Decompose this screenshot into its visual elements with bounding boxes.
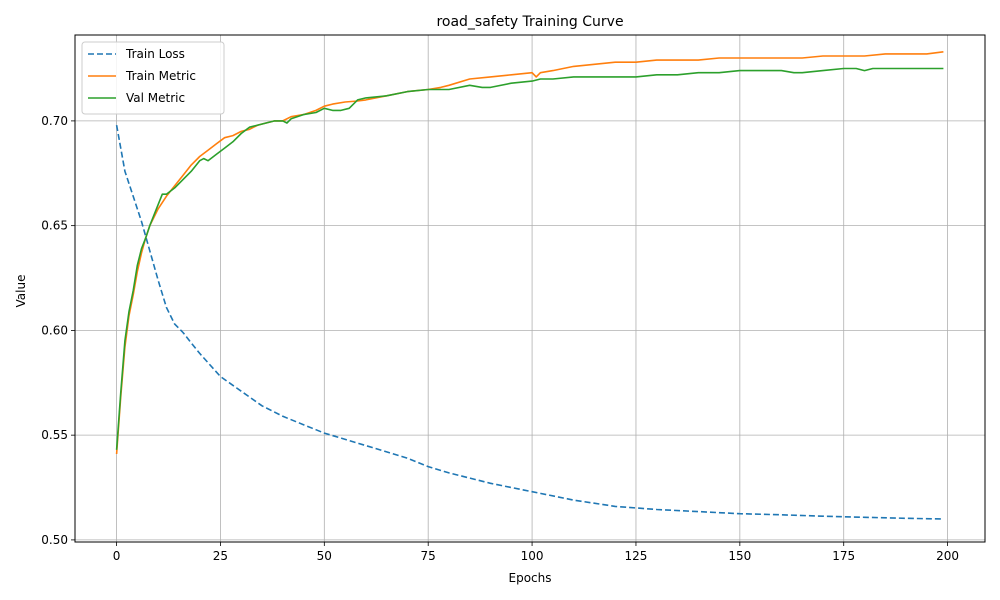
chart-title: road_safety Training Curve xyxy=(436,14,623,30)
legend-label: Val Metric xyxy=(126,91,185,105)
y-axis-label: Value xyxy=(14,275,28,308)
grid xyxy=(75,35,985,542)
x-tick-label: 0 xyxy=(113,549,121,563)
y-tick-label: 0.50 xyxy=(41,533,68,547)
x-tick-label: 150 xyxy=(728,549,751,563)
x-tick-label: 125 xyxy=(625,549,648,563)
x-ticks: 0 25 50 75 100 125 150 175 200 xyxy=(113,542,959,563)
y-tick-label: 0.70 xyxy=(41,114,68,128)
legend-label: Train Loss xyxy=(125,47,185,61)
y-tick-label: 0.65 xyxy=(41,219,68,233)
series-line-train-loss xyxy=(115,124,944,520)
x-tick-label: 100 xyxy=(521,549,544,563)
y-tick-label: 0.55 xyxy=(41,428,68,442)
y-ticks: 0.50 0.55 0.60 0.65 0.70 xyxy=(41,114,75,547)
x-tick-label: 175 xyxy=(832,549,855,563)
x-tick-label: 200 xyxy=(936,549,959,563)
series-line-train-metric xyxy=(115,51,944,455)
x-axis-label: Epochs xyxy=(509,571,552,585)
x-tick-label: 50 xyxy=(317,549,332,563)
series-lines xyxy=(115,51,944,520)
legend-label: Train Metric xyxy=(125,69,196,83)
y-tick-label: 0.60 xyxy=(41,323,68,337)
series-line-val-metric xyxy=(115,67,944,450)
x-tick-label: 75 xyxy=(421,549,436,563)
x-tick-label: 25 xyxy=(213,549,228,563)
legend-box xyxy=(81,41,225,115)
legend: Train Loss Train Metric Val Metric xyxy=(81,41,225,115)
plot-frame xyxy=(74,34,986,543)
